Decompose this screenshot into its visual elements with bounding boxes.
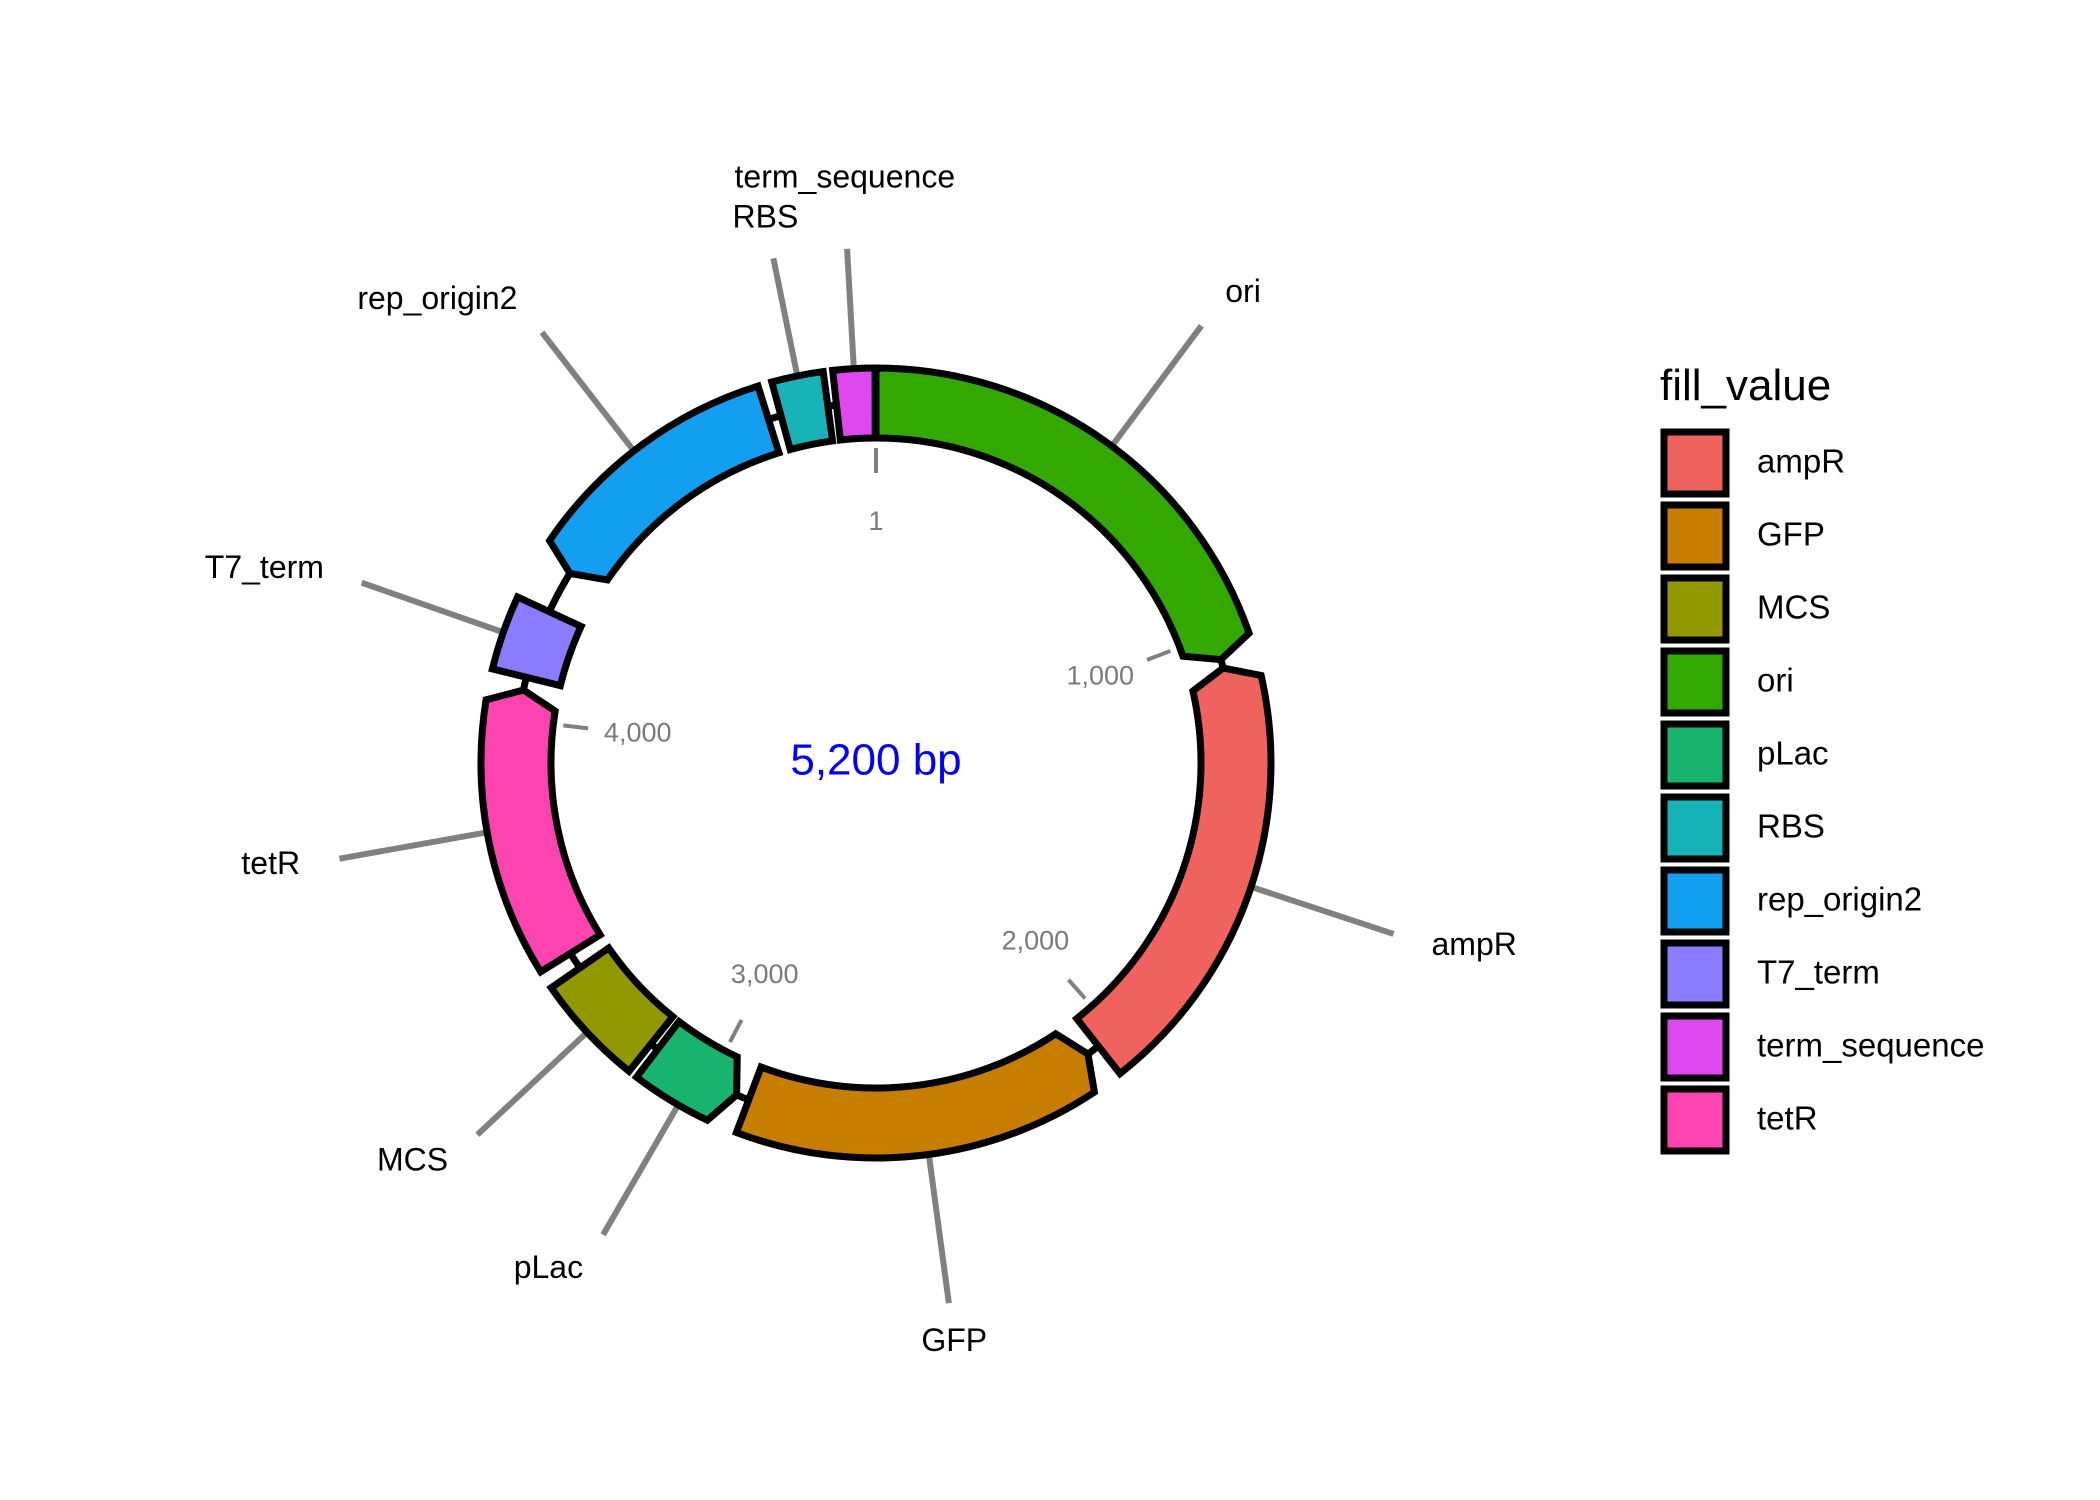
feature-rep-origin2[interactable] <box>545 381 784 584</box>
feature-label: GFP <box>921 1322 987 1358</box>
tick-label: 1,000 <box>1067 661 1135 691</box>
legend-label: tetR <box>1757 1100 1818 1137</box>
legend-item: term_sequence <box>1660 1012 1984 1082</box>
legend-item: GFP <box>1660 501 1825 571</box>
legend-item: rep_origin2 <box>1660 866 1922 936</box>
legend-item: ampR <box>1660 428 1845 498</box>
feature-ampr[interactable] <box>1071 664 1275 1079</box>
legend-item: pLac <box>1660 720 1829 790</box>
feature-label: term_sequence <box>735 158 956 194</box>
tick-mark <box>563 723 589 731</box>
feature-tetr[interactable] <box>477 686 605 977</box>
tick-label: 1 <box>868 506 883 536</box>
legend-swatch <box>1660 1012 1730 1082</box>
tick-mark <box>1146 649 1172 662</box>
legend-swatch <box>1660 501 1730 571</box>
tick-mark <box>728 1019 744 1044</box>
tick-label: 4,000 <box>604 717 672 747</box>
legend-swatch <box>1660 428 1730 498</box>
leader-line <box>360 579 524 642</box>
legend-title: fill_value <box>1660 361 1831 410</box>
features-layer <box>477 364 1275 1162</box>
legend-label: rep_origin2 <box>1757 881 1922 918</box>
legend-label: ampR <box>1757 443 1845 480</box>
legend-label: T7_term <box>1757 954 1880 991</box>
legend-item: RBS <box>1660 793 1825 863</box>
legend-item: MCS <box>1660 574 1830 644</box>
legend-label: term_sequence <box>1757 1027 1984 1064</box>
leader-line <box>539 330 649 469</box>
legend-swatch <box>1660 1085 1730 1155</box>
feature-ori[interactable] <box>872 364 1254 664</box>
legend-item: ori <box>1660 647 1794 717</box>
ticks-layer: 1 1,000 2,000 3,000 4,000 <box>563 448 1172 1044</box>
labels-layer: ampRGFPMCSoripLacRBSrep_origin2T7_termte… <box>205 158 1517 1358</box>
feature-label: pLac <box>514 1249 583 1285</box>
leader-line <box>1231 877 1395 937</box>
feature-t7-term[interactable] <box>488 592 586 690</box>
legend-swatch <box>1660 647 1730 717</box>
tick-mark <box>1067 978 1087 1000</box>
feature-plac[interactable] <box>631 1016 741 1125</box>
legend-label: pLac <box>1757 735 1829 772</box>
legend-swatch <box>1660 939 1730 1009</box>
feature-label: MCS <box>377 1141 448 1177</box>
feature-term-sequence[interactable] <box>828 364 879 444</box>
leader-line <box>338 825 508 862</box>
legend-label: MCS <box>1757 589 1830 626</box>
leader-line <box>923 1134 952 1304</box>
leader-line <box>1097 323 1204 464</box>
legend-item: tetR <box>1660 1085 1818 1155</box>
feature-label: RBS <box>733 199 799 235</box>
leader-layer <box>338 248 1395 1304</box>
legend-swatch <box>1660 866 1730 936</box>
legend-swatch <box>1660 720 1730 790</box>
tick-label: 3,000 <box>731 959 799 989</box>
legend-swatch <box>1660 793 1730 863</box>
legend-swatch <box>1660 574 1730 644</box>
feature-label: T7_term <box>205 549 324 585</box>
legend-label: RBS <box>1757 808 1825 845</box>
legend-item: T7_term <box>1660 939 1880 1009</box>
feature-label: tetR <box>241 845 300 881</box>
feature-rbs[interactable] <box>767 367 837 454</box>
feature-label: ampR <box>1431 926 1516 962</box>
feature-mcs[interactable] <box>546 943 678 1077</box>
legend-label: ori <box>1757 662 1794 699</box>
legend-label: GFP <box>1757 516 1825 553</box>
feature-gfp[interactable] <box>731 1029 1099 1162</box>
feature-label: ori <box>1225 273 1261 309</box>
legend-items: ampR GFP MCS ori pLac RBS rep_origin2 T7_termte… <box>1660 428 1984 1155</box>
legend: fill_value ampR GFP MCS ori pLac RBS rep_origi… <box>1660 361 1984 1155</box>
leader-line <box>475 1016 604 1137</box>
center-length-label: 5,200 bp <box>790 736 961 785</box>
feature-label: rep_origin2 <box>357 280 517 316</box>
tick-label: 2,000 <box>1002 926 1070 956</box>
leader-line <box>600 1086 691 1237</box>
